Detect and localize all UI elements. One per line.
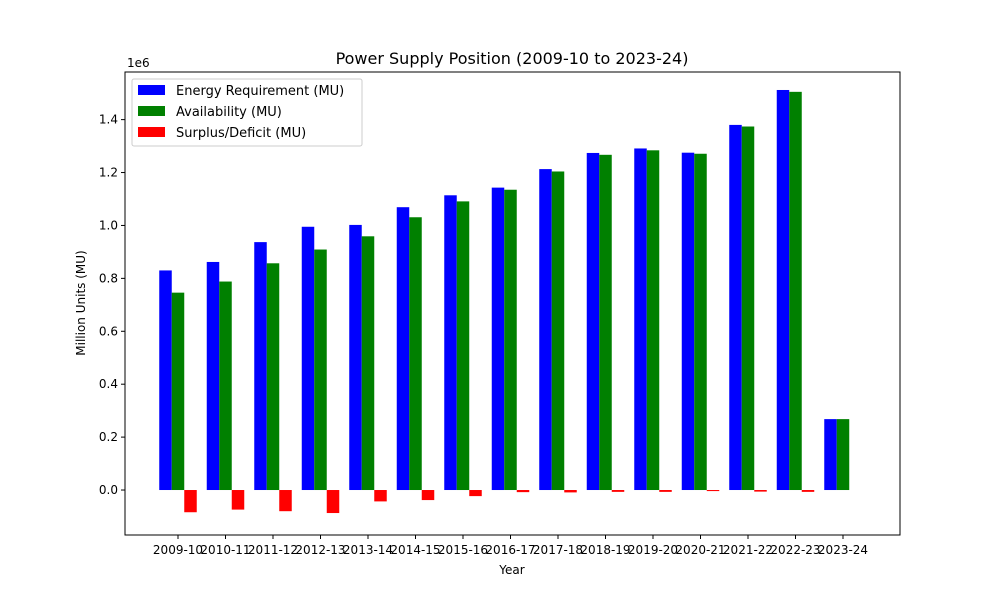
x-tick-label: 2019-20 — [628, 543, 678, 557]
bar-surplus-deficit — [611, 490, 625, 492]
bar-availability — [409, 217, 422, 491]
x-tick-label: 2010-11 — [200, 543, 250, 557]
legend-swatch — [138, 85, 165, 95]
y-tick-label: 0.2 — [99, 430, 118, 444]
y-axis-label: Million Units (MU) — [74, 250, 88, 355]
bar-availability — [741, 126, 755, 491]
bars-group — [159, 89, 850, 514]
bar-requirement — [776, 89, 790, 491]
bar-requirement — [159, 270, 172, 491]
bar-requirement — [491, 187, 505, 491]
bar-availability — [504, 189, 517, 491]
bar-requirement — [301, 226, 315, 491]
bar-requirement — [729, 124, 742, 491]
x-tick-label: 2012-13 — [295, 543, 345, 557]
bar-availability — [171, 292, 185, 491]
bar-requirement — [396, 207, 410, 491]
bar-surplus-deficit — [374, 490, 387, 502]
bar-requirement — [539, 169, 552, 491]
legend-label: Energy Requirement (MU) — [176, 84, 344, 99]
bar-surplus-deficit — [421, 490, 435, 501]
x-tick-label: 2021-22 — [723, 543, 773, 557]
legend-label: Availability (MU) — [176, 105, 282, 120]
x-tick-label: 2017-18 — [533, 543, 583, 557]
bar-surplus-deficit — [564, 490, 577, 493]
legend-label: Surplus/Deficit (MU) — [176, 126, 306, 141]
x-tick-label: 2009-10 — [153, 543, 203, 557]
bar-surplus-deficit — [516, 490, 530, 493]
x-tick-label: 2011-12 — [248, 543, 298, 557]
bar-surplus-deficit — [754, 490, 767, 492]
x-axis: 2009-102010-112011-122012-132013-142014-… — [153, 535, 868, 557]
plot-frame — [124, 71, 901, 536]
bar-availability — [694, 153, 707, 491]
bar-availability — [219, 281, 232, 491]
y-tick-label: 0.6 — [99, 324, 118, 338]
bar-availability — [646, 150, 660, 491]
y-tick-label: 0.8 — [99, 271, 118, 285]
bar-surplus-deficit — [469, 490, 482, 497]
bar-availability — [314, 249, 327, 491]
legend: Energy Requirement (MU) Availability (MU)… — [131, 78, 363, 147]
chart-title: Power Supply Position (2009-10 to 2023-2… — [336, 49, 689, 68]
x-tick-label: 2015-16 — [438, 543, 488, 557]
bar-surplus-deficit — [659, 490, 672, 492]
y-tick-label: 0.4 — [99, 377, 118, 391]
bar-availability — [456, 201, 470, 491]
bar-requirement — [349, 224, 362, 491]
bar-surplus-deficit — [706, 490, 720, 492]
legend-swatch — [138, 127, 165, 137]
bar-surplus-deficit — [801, 490, 815, 492]
y-tick-label: 0.0 — [99, 483, 118, 497]
bar-requirement — [444, 195, 457, 491]
bar-requirement — [254, 242, 267, 491]
bar-surplus-deficit — [279, 490, 292, 512]
bar-surplus-deficit — [326, 490, 340, 514]
legend-box — [131, 78, 363, 147]
bar-surplus-deficit — [184, 490, 197, 513]
bar-availability — [599, 154, 612, 491]
bar-surplus-deficit — [231, 490, 245, 510]
y-tick-label: 1.4 — [99, 113, 118, 127]
bar-requirement — [634, 148, 647, 491]
bar-availability — [361, 236, 375, 491]
x-tick-label: 2013-14 — [343, 543, 393, 557]
x-tick-label: 2016-17 — [485, 543, 535, 557]
bar-availability — [266, 263, 280, 491]
y-tick-label: 1.2 — [99, 166, 118, 180]
x-axis-label: Year — [498, 563, 524, 577]
bar-availability — [789, 91, 802, 491]
legend-swatch — [138, 106, 165, 116]
bar-availability — [551, 171, 565, 491]
y-axis-multiplier: 1e6 — [127, 56, 150, 70]
x-tick-label: 2023-24 — [818, 543, 868, 557]
bar-requirement — [824, 419, 837, 491]
x-tick-label: 2020-21 — [675, 543, 725, 557]
y-axis: 0.0 0.2 0.4 0.6 0.8 1.0 1.2 1.4 — [99, 113, 125, 497]
x-tick-label: 2022-23 — [770, 543, 820, 557]
bar-requirement — [586, 152, 600, 491]
y-tick-label: 1.0 — [99, 218, 118, 232]
bar-requirement — [206, 261, 220, 491]
x-tick-label: 2018-19 — [580, 543, 630, 557]
bar-availability — [836, 419, 850, 491]
bar-requirement — [681, 152, 695, 491]
x-tick-label: 2014-15 — [390, 543, 440, 557]
